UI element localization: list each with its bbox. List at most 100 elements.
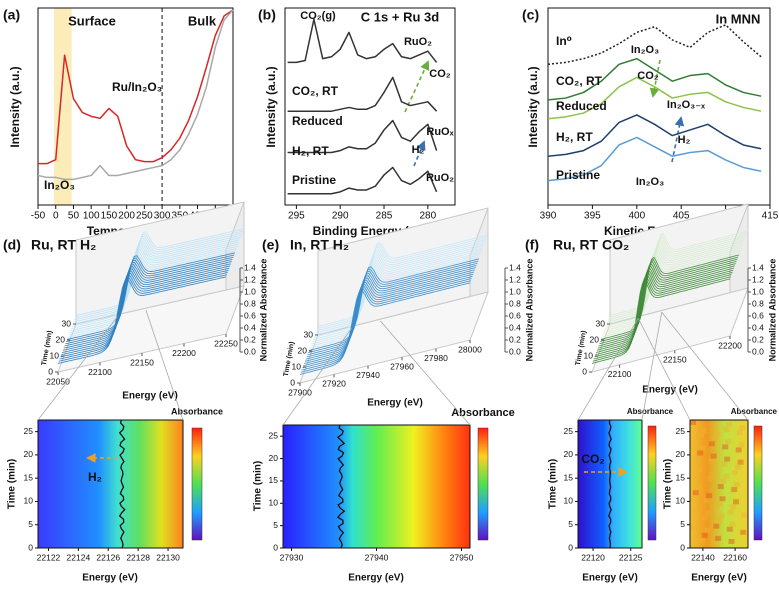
texture: [706, 493, 713, 499]
waterfall-curve: [71, 239, 240, 327]
colorbar-label: Absorbance: [451, 407, 515, 419]
zoom-connector: [282, 328, 352, 426]
texture: [692, 490, 699, 496]
y-tick-label: 10: [584, 350, 594, 360]
texture: [691, 507, 698, 513]
z-tick-label: 0.0: [509, 346, 521, 356]
z-tick-label: 0.4: [244, 322, 256, 332]
y-axis-label: Intensity (a.u.): [264, 66, 278, 147]
texture: [713, 523, 720, 529]
y-tick-label: 10: [292, 361, 302, 371]
colorbar-label: Absorbance: [171, 406, 223, 416]
x-tick-label: 27980: [424, 353, 448, 363]
x-tick-label: 250: [136, 211, 153, 222]
y-axis-label: Time (min): [7, 459, 18, 509]
waterfall-curve: [299, 282, 471, 375]
waterfall-curve: [313, 245, 485, 338]
x-tick-label: 0: [53, 211, 59, 222]
colorbar: [191, 427, 203, 541]
waterfall-curve: [316, 238, 487, 332]
annotation: H₂: [412, 144, 425, 156]
y-tick-label: 20: [56, 334, 66, 344]
chart-title: In MNN: [716, 11, 761, 26]
texture: [697, 450, 704, 456]
x-tick-label: 22050: [46, 376, 70, 386]
annotation: CO₂: [637, 70, 659, 82]
y-tick-label: 30: [304, 329, 314, 339]
x-tick-label: 22126: [96, 552, 120, 562]
texture: [723, 427, 730, 433]
x-tick-label: 22120: [581, 552, 605, 562]
texture: [734, 464, 741, 470]
z-tick-label: 1.4: [509, 262, 521, 272]
waterfall-curve: [67, 250, 236, 338]
x-tick-label: 290: [332, 211, 349, 222]
y-tick-label: 0: [48, 366, 53, 376]
highlight-band: [53, 8, 72, 205]
edge-contour: [118, 419, 126, 549]
series-line: [287, 119, 438, 154]
texture: [717, 484, 724, 490]
waterfall-curve: [307, 262, 478, 356]
x-tick-label: 27960: [390, 361, 414, 371]
waterfall-curve: [75, 230, 244, 319]
x-tick-label: 22100: [88, 367, 112, 377]
x-tick-label: 280: [419, 211, 436, 222]
x-axis-label: Energy (eV): [642, 385, 698, 396]
z-tick-label: 0.8: [509, 298, 521, 308]
y-tick-label: 20: [298, 345, 308, 355]
y-tick-label: 0: [290, 377, 295, 387]
z-tick-label: 0.2: [244, 334, 256, 344]
x-tick-label: 100: [83, 211, 100, 222]
x-tick-label: 405: [673, 211, 690, 222]
waterfall-curve: [75, 228, 245, 316]
waterfall-curve: [608, 234, 747, 321]
x-tick-label: 390: [540, 211, 557, 222]
waterfall-curve: [74, 232, 243, 321]
x-tick-label: 295: [288, 211, 305, 222]
plot-frame: [37, 419, 184, 549]
y-tick-label: 10: [269, 498, 279, 508]
waterfall-curve: [609, 230, 749, 316]
texture: [710, 453, 717, 459]
waterfall-curve: [303, 271, 475, 364]
texture: [703, 498, 710, 504]
x-tick-label: 400: [628, 211, 645, 222]
y-tick-label: 10: [24, 496, 34, 506]
waterfall-curve: [314, 243, 485, 336]
x-axis-label: Energy (eV): [348, 573, 404, 584]
panel-label: (d): [3, 237, 21, 253]
waterfall-curve: [64, 258, 233, 347]
waterfall-curve: [306, 264, 477, 358]
texture: [718, 513, 725, 519]
y-axis-label: Time (min): [548, 459, 559, 509]
z-tick-label: 0.8: [244, 298, 256, 308]
waterfall-curve: [305, 267, 476, 360]
y-tick-label: 10: [564, 496, 574, 506]
texture: [726, 526, 733, 532]
waterfall-curve: [315, 240, 486, 334]
z-axis-label: Normalized Absorbance: [767, 259, 777, 362]
y-tick-label: 20: [676, 449, 686, 459]
texture: [729, 521, 736, 527]
x-tick-label: 50: [68, 211, 80, 222]
x-tick-label: 22140: [691, 552, 715, 562]
waterfall-curve: [603, 247, 742, 334]
x-axis-label: Energy (eV): [82, 573, 138, 584]
texture: [707, 475, 714, 481]
series-line: [37, 9, 234, 181]
heatmap-field: [38, 420, 183, 548]
y-axis-label: Time (min): [41, 330, 54, 366]
z-tick-label: 0.2: [752, 334, 764, 344]
texture: [708, 441, 715, 447]
y-tick-label: 20: [269, 453, 279, 463]
x-tick-label: 22200: [718, 340, 742, 350]
waterfall-curve: [595, 269, 734, 356]
y-tick-label: 0: [582, 366, 587, 376]
texture: [699, 445, 706, 451]
x-tick-label: 415: [762, 211, 779, 222]
y-tick-label: 0: [28, 542, 33, 552]
texture: [739, 425, 746, 431]
x-tick-label: 22100: [608, 369, 632, 379]
